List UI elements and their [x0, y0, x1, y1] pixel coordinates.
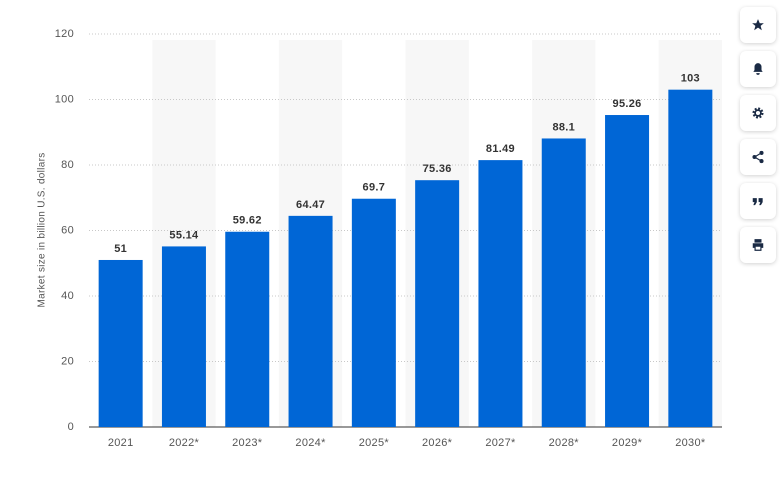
y-tick-label: 20	[61, 355, 74, 367]
bar	[288, 215, 333, 427]
x-tick-label: 2025*	[359, 437, 390, 449]
y-tick-label: 120	[55, 28, 74, 40]
bar	[605, 115, 650, 427]
bar	[415, 180, 460, 427]
bar	[478, 160, 523, 428]
y-tick-label: 40	[61, 290, 74, 302]
chart: Market size in billion U.S. dollars 0 20 4…	[37, 28, 722, 449]
x-tick-label: 2029*	[612, 437, 643, 449]
x-tick-label: 2022*	[169, 437, 200, 449]
data-label: 95.26	[613, 98, 642, 110]
x-tick-label: 2027*	[485, 437, 516, 449]
favorite-button[interactable]	[740, 7, 776, 43]
share-button[interactable]	[740, 139, 776, 175]
bar	[161, 246, 206, 427]
quote-icon	[752, 198, 763, 206]
star-icon	[752, 19, 764, 31]
cite-button[interactable]	[740, 183, 776, 219]
notification-button[interactable]	[740, 51, 776, 87]
data-label: 59.62	[233, 215, 262, 227]
print-button[interactable]	[740, 227, 776, 263]
gear-icon	[752, 107, 764, 119]
y-tick-label: 80	[61, 159, 74, 171]
bar	[225, 231, 270, 427]
bell-icon	[753, 63, 763, 75]
data-label: 51	[114, 243, 127, 255]
data-label: 55.14	[169, 229, 199, 241]
data-label: 69.7	[363, 182, 386, 194]
bar	[541, 138, 586, 427]
y-axis-title: Market size in billion U.S. dollars	[37, 153, 48, 308]
settings-button[interactable]	[740, 95, 776, 131]
bar	[351, 198, 396, 427]
x-tick-label: 2028*	[549, 437, 580, 449]
x-tick-label: 2026*	[422, 437, 453, 449]
share-icon	[752, 150, 764, 164]
print-icon	[752, 239, 764, 251]
data-label: 88.1	[552, 121, 575, 133]
data-label: 64.47	[296, 199, 325, 211]
y-tick-label: 60	[61, 224, 74, 236]
x-tick-label: 2023*	[232, 437, 263, 449]
data-label: 103	[681, 73, 700, 85]
x-tick-label: 2021	[108, 437, 134, 449]
bar	[668, 89, 713, 428]
x-tick-label: 2024*	[295, 437, 326, 449]
x-tick-label: 2030*	[675, 437, 706, 449]
data-label: 75.36	[423, 163, 452, 175]
data-label: 81.49	[486, 143, 515, 155]
y-tick-label: 100	[55, 93, 74, 105]
bar	[98, 259, 143, 427]
y-tick-label: 0	[68, 421, 74, 433]
